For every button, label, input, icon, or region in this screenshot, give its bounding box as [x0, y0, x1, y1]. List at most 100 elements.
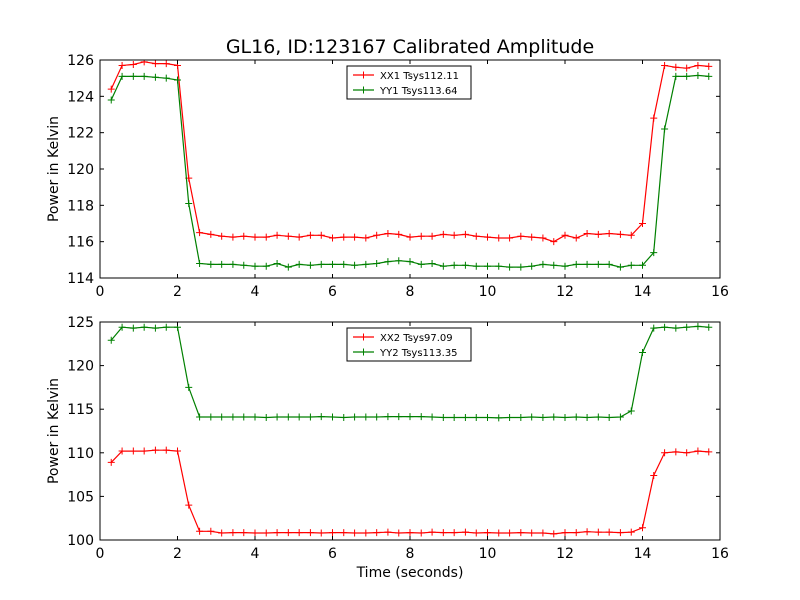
- data-point: [439, 230, 447, 238]
- data-point: [251, 233, 259, 241]
- x-tick-label: 2: [173, 284, 182, 300]
- data-point: [284, 232, 292, 240]
- data-point: [129, 447, 137, 455]
- data-point: [583, 260, 591, 268]
- data-point: [273, 259, 281, 267]
- data-point: [439, 262, 447, 270]
- data-point: [627, 407, 635, 415]
- x-tick-label: 14: [634, 546, 652, 562]
- figure-title: GL16, ID:123167 Calibrated Amplitude: [226, 36, 594, 58]
- data-point: [129, 72, 137, 80]
- data-point: [428, 259, 436, 267]
- data-point: [196, 527, 204, 535]
- legend-box: [346, 65, 472, 100]
- data-point: [240, 232, 248, 240]
- data-point: [583, 229, 591, 237]
- x-tick-label: 16: [711, 546, 729, 562]
- data-point: [373, 413, 381, 421]
- data-point: [672, 63, 680, 71]
- plot-1: 0 2 4 6 8 10 12 14 16 114 116 118 120 122 124 126 Power …: [46, 53, 729, 300]
- y-tick-label: 120: [67, 162, 94, 178]
- y-tick-label: 124: [67, 89, 94, 105]
- data-point: [406, 413, 414, 421]
- data-point: [450, 261, 458, 269]
- legend-swatch-marker: [360, 71, 367, 79]
- data-point: [583, 413, 591, 421]
- data-point: [240, 261, 248, 269]
- data-point: [185, 383, 193, 391]
- data-point: [395, 529, 403, 537]
- data-point: [417, 413, 425, 421]
- data-point: [174, 447, 181, 455]
- data-point: [140, 72, 148, 80]
- data-point: [295, 413, 303, 421]
- data-point: [472, 529, 480, 537]
- x-tick-label: 12: [556, 546, 574, 562]
- data-point: [329, 413, 336, 421]
- data-point: [594, 413, 602, 421]
- x-tick-label: 14: [634, 284, 652, 300]
- data-point: [229, 260, 237, 268]
- data-point: [472, 232, 480, 240]
- plot-2: 0 2 4 6 8 10 12 14 16 100 105 110 115 120 125 Power in …: [46, 315, 729, 581]
- data-point: [627, 231, 635, 239]
- data-point: [218, 413, 226, 421]
- y-axis-label: Power in Kelvin: [46, 378, 62, 484]
- x-axis-label: Time (seconds): [356, 565, 464, 581]
- data-point: [561, 529, 569, 537]
- data-point: [495, 262, 503, 270]
- data-point: [384, 413, 392, 421]
- data-point: [650, 249, 658, 257]
- data-point: [118, 447, 126, 455]
- data-point: [351, 233, 359, 241]
- y-tick-label: 118: [67, 198, 94, 214]
- data-point: [362, 234, 370, 242]
- data-point: [140, 60, 148, 66]
- data-point: [306, 413, 314, 421]
- legend-label: YY1 Tsys113.64: [379, 86, 458, 97]
- data-point: [661, 125, 669, 133]
- data-point: [240, 529, 248, 537]
- data-point: [384, 229, 392, 237]
- x-tick-label: 8: [406, 546, 415, 562]
- data-point: [639, 524, 646, 532]
- data-point: [528, 262, 536, 270]
- legend-label: YY2 Tsys113.35: [379, 348, 458, 359]
- data-point: [550, 413, 558, 421]
- data-point: [705, 448, 713, 456]
- data-point: [406, 258, 414, 266]
- data-point: [672, 72, 680, 80]
- data-point: [185, 501, 193, 509]
- data-point: [162, 323, 170, 331]
- data-point: [506, 234, 514, 242]
- legend-swatch-marker: [360, 333, 367, 341]
- data-point: [329, 529, 336, 537]
- data-point: [185, 200, 193, 208]
- data-point: [506, 413, 514, 421]
- data-point: [683, 64, 691, 72]
- data-point: [417, 260, 425, 268]
- y-tick-label: 125: [67, 315, 94, 331]
- y-axis-label: Power in Kelvin: [46, 116, 62, 222]
- data-point: [284, 263, 292, 271]
- data-point: [151, 446, 159, 454]
- data-point: [107, 85, 115, 93]
- data-point: [461, 261, 469, 269]
- data-point: [672, 324, 680, 332]
- y-tick-label: 115: [67, 402, 94, 418]
- data-point: [140, 323, 148, 331]
- data-point: [284, 529, 292, 537]
- data-point: [528, 413, 536, 421]
- data-point: [373, 231, 381, 239]
- x-tick-label: 10: [479, 284, 497, 300]
- data-point: [517, 232, 525, 240]
- data-point: [439, 413, 447, 421]
- data-point: [495, 234, 503, 242]
- data-point: [162, 60, 170, 68]
- x-tick-label: 4: [251, 546, 260, 562]
- y-tick-label: 105: [67, 489, 94, 505]
- series-1: [107, 446, 713, 538]
- plots-group: 0 2 4 6 8 10 12 14 16114116118120122124126Power …: [46, 53, 729, 581]
- data-point: [495, 529, 503, 537]
